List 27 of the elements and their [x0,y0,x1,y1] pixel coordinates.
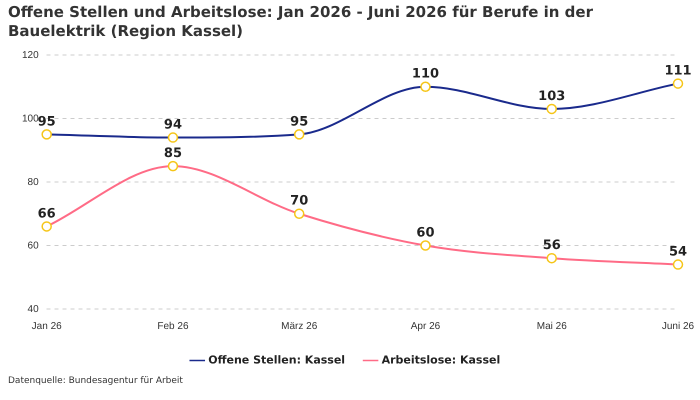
x-tick-label: Mai 26 [536,320,568,332]
x-tick-label: Juni 26 [662,320,695,332]
x-tick-label: März 26 [281,320,318,332]
legend-label: Offene Stellen: Kassel [208,353,346,366]
x-tick-label: Jan 26 [32,320,62,332]
data-label: 95 [38,114,56,130]
data-label: 103 [538,88,566,104]
data-label: 70 [290,194,308,209]
x-tick-label: Feb 26 [157,320,189,332]
legend-label: Arbeitslose: Kassel [382,353,500,366]
data-label: 95 [290,114,308,130]
data-label: 111 [664,63,692,78]
y-tick-label: 40 [28,304,40,315]
y-tick-label: 60 [28,240,40,252]
x-tick-label: Apr 26 [410,320,441,332]
data-label: 85 [164,146,182,161]
data-label: 54 [668,244,688,260]
data-label: 110 [412,66,440,82]
data-label: 60 [416,225,435,240]
data-label: 66 [38,206,56,222]
y-tick-label: 80 [28,176,40,188]
data-label: 56 [542,238,561,254]
chart-title: Offene Stellen und Arbeitslose: Jan 2026 - Juni 2026 für Berufe in der Bauelektrik (Region Kassel) [7,2,594,41]
y-tick-label: 120 [22,50,40,61]
data-label: 94 [164,117,182,132]
y-tick-label: 100 [22,113,40,124]
text: Datenquelle: Bundesagentur für Arbeit [7,376,184,386]
